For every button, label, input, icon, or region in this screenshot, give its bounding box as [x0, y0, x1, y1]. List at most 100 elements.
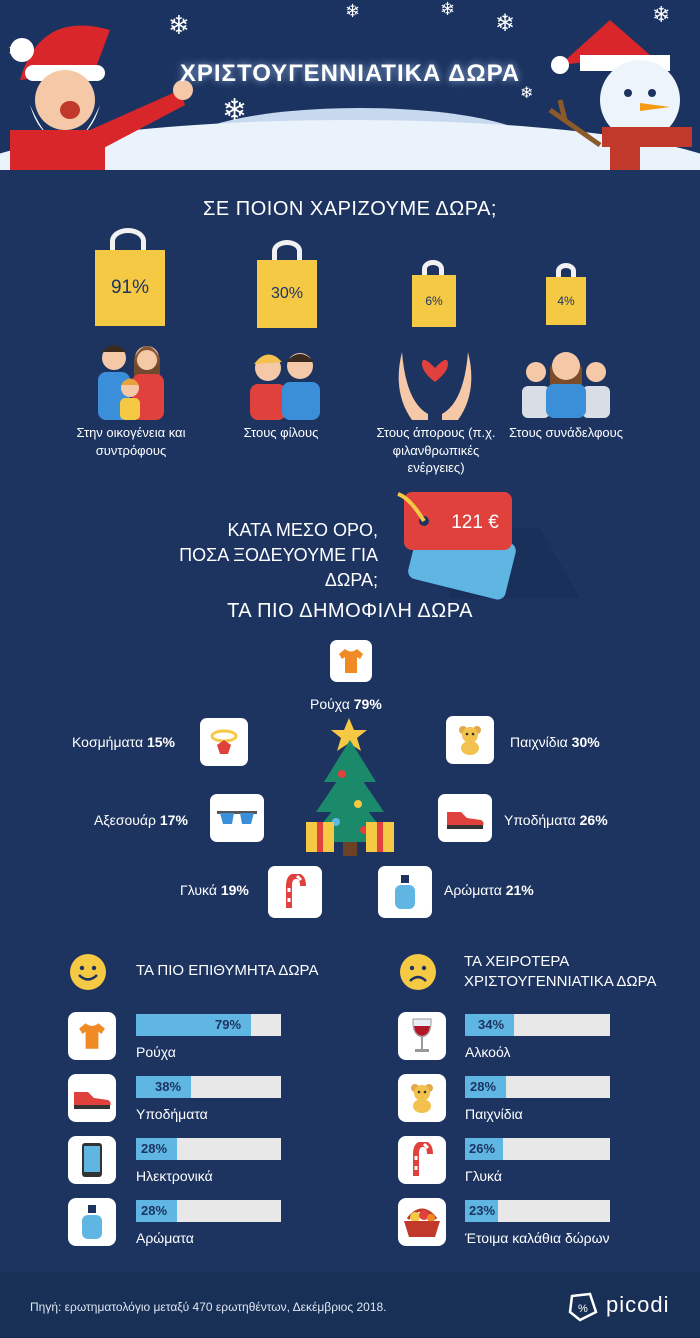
teddy-bear-icon [411, 1084, 433, 1113]
perfume-icon [82, 1205, 102, 1239]
coworkers-icon [522, 352, 610, 418]
gift-pct: 17% [159, 812, 188, 828]
snowflake-icon: ❄ [495, 10, 516, 37]
progress-bar: 28% [136, 1138, 281, 1160]
ring-icon [210, 729, 238, 754]
page-title: ΧΡΙΣΤΟΥΓΕΝΝΙΑΤΙΚΑ ΔΩΡΑ [179, 60, 521, 87]
gift-pct: 21% [505, 882, 534, 898]
gift-name: Αρώματα [444, 882, 502, 898]
bag-handle [422, 260, 444, 278]
popular-label: Ρούχα 79% [310, 696, 382, 712]
family-icon [98, 345, 164, 420]
who-heading: ΣΕ ΠΟΙΟΝ ΧΑΡΙΖΟΥΜΕ ΔΩΡΑ; [203, 198, 497, 220]
bar-percent: 28% [141, 1203, 168, 1218]
header-banner: ❄ ❄ ❄ ❄ ❄ ❄ ❄ ❄ ΧΡΙΣΤΟΥΓΕΝΝΙΑΤΙΚΑ ΔΩΡΑ [0, 0, 700, 170]
who-label: Στους άπορους (π.χ. φιλανθρωπικές ενέργε… [376, 425, 496, 476]
friends-icon [250, 353, 320, 420]
accessories-tile [210, 794, 264, 842]
footer: Πηγή: ερωτηματολόγιο μεταξύ 470 ερωτηθέν… [0, 1272, 700, 1338]
electronics-tile [68, 1136, 116, 1184]
progress-bar: 28% [136, 1200, 281, 1222]
gift-basket-icon [404, 1208, 440, 1237]
bar-label: Αλκοόλ [465, 1044, 511, 1060]
bar-percent: 26% [469, 1141, 496, 1156]
bag-handle [110, 228, 146, 254]
spend-line-1: ΚΑΤΑ ΜΕΣΟ ΟΡΟ, [227, 520, 379, 540]
progress-bar-fill [136, 1076, 191, 1098]
gift-pct: 15% [146, 734, 175, 750]
bar-percent: 34% [478, 1017, 505, 1032]
gift-pct: 30% [571, 734, 600, 750]
perfume-tile [378, 866, 432, 918]
progress-bar-fill [465, 1076, 506, 1098]
bar-label: Ρούχα [136, 1044, 176, 1060]
bar-label: Αρώματα [136, 1230, 194, 1246]
shoes-tile [68, 1074, 116, 1122]
gift-pct: 26% [579, 812, 608, 828]
bar-percent: 38% [155, 1079, 182, 1094]
gift-name: Κοσμήματα [72, 734, 144, 750]
who-label: Στους συνάδελφους [508, 425, 624, 440]
svg-text:%: % [578, 1303, 588, 1315]
who-pct: 4% [557, 294, 575, 308]
gift-name: Παιχνίδια [510, 734, 568, 750]
snowflake-icon: ❄ [222, 94, 248, 127]
popular-label: Υποδήματα 26% [504, 812, 608, 828]
snowflake-icon: ❄ [520, 85, 534, 102]
snowflake-icon: ❄ [652, 2, 671, 27]
wine-glass-icon [412, 1018, 432, 1052]
progress-bar: 23% [465, 1200, 610, 1222]
tshirt-icon [79, 1023, 105, 1049]
bar-label: Έτοιμα καλάθια δώρων [465, 1230, 610, 1246]
progress-bar-fill [136, 1138, 177, 1160]
candy-cane-icon [286, 874, 306, 908]
bar-label: Γλυκά [465, 1168, 502, 1184]
who-label: Στην οικογένεια και συντρόφους [76, 425, 186, 458]
spend-amount: 121 € [451, 512, 499, 533]
bar-percent: 28% [141, 1141, 168, 1156]
shopping-bag-icon: 30% [257, 260, 317, 328]
popular-heading: ΤΑ ΠΙΟ ΔΗΜΟΦΙΛΗ ΔΩΡΑ [227, 600, 473, 622]
progress-bar-fill [465, 1138, 503, 1160]
bar-percent: 28% [470, 1079, 497, 1094]
sneaker-icon [74, 1092, 111, 1109]
gift-name: Αξεσουάρ [94, 812, 156, 828]
gift-basket-tile [398, 1198, 446, 1246]
snowflake-icon: ❄ [440, 0, 456, 19]
snowflake-icon: ❄ [168, 10, 190, 40]
wanted-heading: ΤΑ ΠΙΟ ΕΠΙΘΥΜΗΤΑ ΔΩΡΑ [136, 962, 319, 979]
clothes-tile [68, 1012, 116, 1060]
santa-claus-icon [10, 25, 193, 170]
picodi-logo-icon: % [568, 1292, 598, 1322]
bar-percent: 23% [469, 1203, 496, 1218]
who-pct: 6% [425, 294, 443, 308]
bag-handle [556, 263, 576, 279]
gift-pct: 79% [353, 696, 382, 712]
clothes-tile [330, 640, 372, 682]
teddy-bear-icon [459, 726, 481, 755]
bag-handle [272, 240, 302, 262]
sneaker-icon [447, 812, 484, 829]
toys-tile [398, 1074, 446, 1122]
spend-question: ΚΑΤΑ ΜΕΣΟ ΟΡΟ, ΠΟΣΑ ΞΟΔΕΥΟΥΜΕ ΓΙΑ ΔΩΡΑ; [150, 518, 378, 594]
shopping-bag-icon: 91% [95, 250, 165, 326]
perfume-tile [68, 1198, 116, 1246]
jewelry-tile [200, 718, 248, 766]
source-note: Πηγή: ερωτηματολόγιο μεταξύ 470 ερωτηθέν… [30, 1300, 387, 1314]
gift-name: Ρούχα [310, 696, 350, 712]
bar-label: Ηλεκτρονικά [136, 1168, 213, 1184]
perfume-icon [395, 875, 415, 909]
happy-face-icon [70, 954, 106, 990]
gift-name: Υποδήματα [504, 812, 576, 828]
progress-bar-fill [465, 1014, 514, 1036]
popular-label: Κοσμήματα 15% [72, 734, 175, 750]
alcohol-tile [398, 1012, 446, 1060]
progress-bar-fill [136, 1200, 177, 1222]
popular-label: Αξεσουάρ 17% [94, 812, 188, 828]
toys-tile [446, 716, 494, 764]
bar-label: Υποδήματα [136, 1106, 208, 1122]
progress-bar: 26% [465, 1138, 610, 1160]
snowman-icon [548, 20, 692, 170]
who-pct: 30% [270, 285, 304, 302]
smartphone-icon [82, 1143, 102, 1177]
